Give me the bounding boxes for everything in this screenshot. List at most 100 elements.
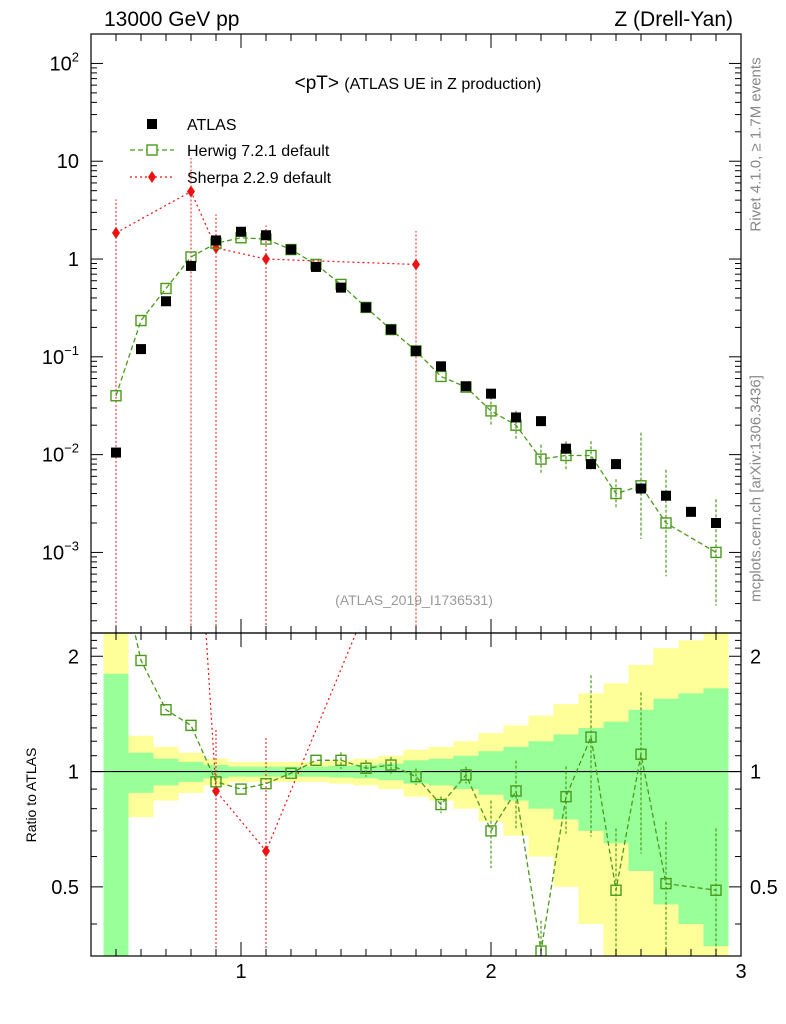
band-1sigma xyxy=(678,693,704,924)
x-tick-label: 2 xyxy=(485,961,496,983)
atlas-point xyxy=(261,230,271,241)
herwig-point xyxy=(435,370,447,383)
herwig-ratio-point xyxy=(160,704,172,716)
herwig-point xyxy=(610,487,622,500)
band-1sigma xyxy=(478,751,504,795)
main-panel-series xyxy=(110,158,722,633)
atlas-point xyxy=(111,447,121,458)
legend-label: Herwig 7.2.1 default xyxy=(187,143,330,160)
ratio-tick-label-right: 2 xyxy=(750,646,761,668)
herwig-point xyxy=(660,517,672,529)
ratio-tick-label-right: 0.5 xyxy=(750,877,778,899)
ratio-tick-label-left: 1 xyxy=(68,762,79,784)
herwig-ratio-point xyxy=(435,798,447,811)
herwig-ratio-point xyxy=(335,754,347,767)
herwig-point xyxy=(110,390,122,402)
y-tick-label: 1 xyxy=(68,249,79,271)
atlas-point xyxy=(486,388,496,399)
herwig-ratio-point xyxy=(285,767,297,779)
sherpa-point xyxy=(112,226,120,239)
atlas-point xyxy=(461,381,471,392)
atlas-point xyxy=(411,345,421,356)
atlas-point xyxy=(561,443,571,454)
chart-title: <pT> (ATLAS UE in Z production) xyxy=(295,73,542,94)
legend: ATLAS Herwig 7.2.1 default Sherpa 2.2.9 de… xyxy=(130,117,332,187)
atlas-point xyxy=(661,490,671,501)
herwig-ratio-point xyxy=(510,785,522,797)
ratio-tick-label-left: 0.5 xyxy=(51,877,79,899)
herwig-point xyxy=(160,282,172,295)
band-1sigma xyxy=(703,688,729,947)
band-1sigma xyxy=(603,721,629,844)
atlas-point xyxy=(236,226,246,237)
band-1sigma xyxy=(528,741,554,809)
herwig-line xyxy=(115,237,717,553)
herwig-ratio-point xyxy=(585,731,597,743)
herwig-ratio-line xyxy=(134,633,717,952)
herwig-ratio-point xyxy=(535,945,547,956)
sherpa-point xyxy=(262,253,270,266)
ratio-tick-label-right: 1 xyxy=(750,762,761,784)
atlas-point xyxy=(511,412,521,423)
y-tick-label: 10−3 xyxy=(42,538,79,564)
atlas-point xyxy=(386,324,396,335)
atlas-point xyxy=(636,483,646,494)
axes: 102 10 1 10−1 10−2 10−3 2 2 1 1 0.5 0.5 1 2 3 xyxy=(42,33,778,983)
header-energy-label: 13000 GeV pp xyxy=(104,8,240,31)
legend-herwig-marker xyxy=(146,144,158,156)
x-tick-label: 1 xyxy=(235,961,246,983)
y-tick-label: 10−2 xyxy=(42,441,79,467)
herwig-ratio-point xyxy=(385,759,397,771)
herwig-point xyxy=(485,405,497,417)
x-tick-label: 3 xyxy=(735,961,746,983)
ratio-y-axis-label: Ratio to ATLAS xyxy=(23,748,39,843)
herwig-ratio-point xyxy=(135,654,147,667)
legend-label: Sherpa 2.2.9 default xyxy=(187,170,332,187)
atlas-point xyxy=(586,459,596,470)
sherpa-point xyxy=(412,258,420,271)
y-tick-label: 10 xyxy=(57,151,79,173)
legend-label: ATLAS xyxy=(187,117,237,134)
herwig-ratio-point xyxy=(310,754,322,767)
rivet-version-label: Rivet 4.1.0, ≥ 1.7M events xyxy=(747,57,765,232)
y-tick-label: 102 xyxy=(50,49,79,75)
band-1sigma xyxy=(578,727,604,831)
herwig-point xyxy=(135,314,147,327)
herwig-ratio-point xyxy=(410,770,422,783)
atlas-point xyxy=(686,506,696,517)
legend-atlas-marker xyxy=(147,119,157,129)
header-process-label: Z (Drell-Yan) xyxy=(614,8,733,31)
herwig-ratio-point xyxy=(360,762,372,774)
band-1sigma xyxy=(653,698,679,905)
herwig-ratio-point xyxy=(635,748,647,760)
herwig-ratio-point xyxy=(485,825,497,837)
sherpa-ratio-point xyxy=(212,784,220,797)
herwig-ratio-point xyxy=(710,884,722,896)
herwig-ratio-point xyxy=(210,776,222,788)
ratio-tick-label-left: 2 xyxy=(68,646,79,668)
herwig-ratio-point xyxy=(660,877,672,890)
herwig-ratio-point xyxy=(235,783,247,795)
herwig-ratio-point xyxy=(260,777,272,790)
atlas-point xyxy=(361,302,371,313)
sherpa-point xyxy=(187,185,195,198)
legend-sherpa-marker xyxy=(148,171,156,183)
atlas-point xyxy=(336,282,346,293)
sherpa-ratio-point xyxy=(262,845,270,858)
herwig-ratio-point xyxy=(185,719,197,732)
atlas-point xyxy=(536,416,546,427)
atlas-point xyxy=(136,344,146,355)
atlas-point xyxy=(186,260,196,271)
atlas-point xyxy=(711,517,721,528)
band-1sigma xyxy=(128,752,154,793)
atlas-point xyxy=(286,244,296,255)
band-1sigma xyxy=(103,673,129,956)
herwig-point xyxy=(710,546,722,559)
herwig-point xyxy=(535,453,547,465)
mcplots-label: mcplots.cern.ch [arXiv:1306.3436] xyxy=(747,375,765,602)
herwig-ratio-point xyxy=(560,790,572,803)
analysis-label: (ATLAS_2019_I1736531) xyxy=(335,592,493,608)
herwig-ratio-point xyxy=(610,884,622,896)
herwig-ratio-point xyxy=(460,769,472,781)
